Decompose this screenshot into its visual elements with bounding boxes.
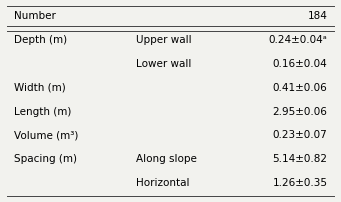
Text: Horizontal: Horizontal (136, 178, 190, 188)
Text: Lower wall: Lower wall (136, 59, 192, 69)
Text: 5.14±0.82: 5.14±0.82 (272, 154, 327, 164)
Text: Upper wall: Upper wall (136, 35, 192, 45)
Text: Along slope: Along slope (136, 154, 197, 164)
Text: Depth (m): Depth (m) (14, 35, 67, 45)
Text: Width (m): Width (m) (14, 83, 65, 93)
Text: Number: Number (14, 11, 56, 21)
Text: Spacing (m): Spacing (m) (14, 154, 77, 164)
Text: 0.41±0.06: 0.41±0.06 (272, 83, 327, 93)
Text: Volume (m³): Volume (m³) (14, 130, 78, 140)
Text: 1.26±0.35: 1.26±0.35 (272, 178, 327, 188)
Text: 2.95±0.06: 2.95±0.06 (272, 107, 327, 117)
Text: Length (m): Length (m) (14, 107, 71, 117)
Text: 0.16±0.04: 0.16±0.04 (272, 59, 327, 69)
Text: 0.23±0.07: 0.23±0.07 (272, 130, 327, 140)
Text: 184: 184 (308, 11, 327, 21)
Text: 0.24±0.04ᵃ: 0.24±0.04ᵃ (269, 35, 327, 45)
